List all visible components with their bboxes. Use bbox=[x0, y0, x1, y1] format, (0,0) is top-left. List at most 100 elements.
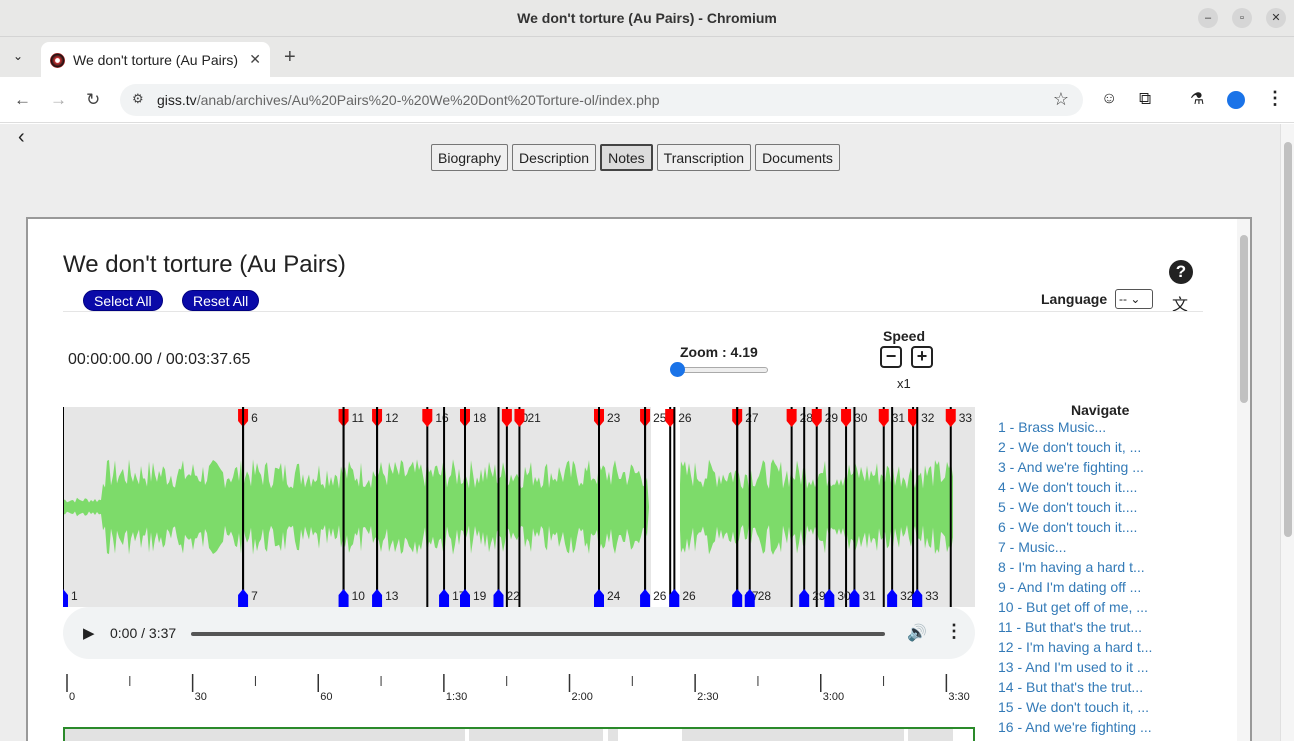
zoom-slider-handle[interactable] bbox=[670, 362, 685, 377]
page-title: We don't torture (Au Pairs) bbox=[63, 251, 346, 278]
translate-icon[interactable]: 文 bbox=[1172, 297, 1189, 314]
navigate-item[interactable]: 5 - We don't touch it.... bbox=[998, 499, 1138, 515]
marker-start-flag bbox=[811, 409, 822, 427]
marker-end-flag bbox=[912, 589, 923, 607]
navigate-item[interactable]: 16 - And we're fighting ... bbox=[998, 719, 1152, 735]
minimize-icon[interactable]: – bbox=[1198, 8, 1218, 28]
navigate-item[interactable]: 2 - We don't touch it, ... bbox=[998, 439, 1142, 455]
waveform-gap bbox=[651, 407, 680, 607]
reset-all-button[interactable]: Reset All bbox=[182, 290, 260, 311]
marker-label: 29 bbox=[812, 589, 826, 603]
marker-start-flag bbox=[501, 409, 512, 427]
tab-documents[interactable]: Documents bbox=[755, 144, 840, 171]
timeline-label: 2:30 bbox=[697, 691, 718, 703]
marker-label: 31 bbox=[862, 589, 876, 603]
language-label: Language bbox=[1041, 291, 1108, 307]
navigate-item[interactable]: 8 - I'm having a hard t... bbox=[998, 559, 1145, 575]
extension-avatar-icon[interactable]: ☺ bbox=[1101, 90, 1118, 107]
volume-icon[interactable]: 🔊 bbox=[907, 625, 927, 642]
marker-label: 16 bbox=[435, 411, 449, 425]
waveform-canvas[interactable]: 6111216182021232526272829303132331710131… bbox=[63, 407, 975, 607]
marker-label: 30 bbox=[837, 589, 851, 603]
reload-icon[interactable]: ↻ bbox=[86, 90, 101, 109]
marker-end-flag bbox=[640, 589, 651, 607]
forward-icon[interactable]: → bbox=[50, 90, 67, 109]
select-all-button[interactable]: Select All bbox=[83, 290, 163, 311]
back-arrow-icon[interactable]: ‹ bbox=[18, 126, 25, 148]
timeline-label: 60 bbox=[320, 691, 332, 703]
marker-start-flag bbox=[945, 409, 956, 427]
navigate-item[interactable]: 15 - We don't touch it, ... bbox=[998, 699, 1150, 715]
navigate-item[interactable]: 4 - We don't touch it.... bbox=[998, 479, 1138, 495]
marker-end-flag bbox=[824, 589, 835, 607]
tab-description[interactable]: Description bbox=[512, 144, 597, 171]
navigate-item[interactable]: 10 - But get off of me, ... bbox=[998, 599, 1148, 615]
clips-track[interactable] bbox=[63, 727, 975, 741]
player-seekbar[interactable] bbox=[191, 632, 885, 636]
player-time: 0:00 / 3:37 bbox=[110, 625, 177, 641]
back-icon[interactable]: ← bbox=[14, 90, 31, 109]
marker-end-flag bbox=[799, 589, 810, 607]
marker-label: 33 bbox=[925, 589, 939, 603]
marker-start-flag bbox=[841, 409, 852, 427]
marker-end-flag bbox=[439, 589, 450, 607]
navigate-item[interactable]: 6 - We don't touch it.... bbox=[998, 519, 1138, 535]
tab-bar: ⌄ We don't torture (Au Pairs) ✕ + bbox=[0, 37, 1294, 77]
marker-end-flag bbox=[238, 589, 249, 607]
tab-search-icon[interactable]: ⌄ bbox=[13, 49, 24, 63]
navigate-item[interactable]: 11 - But that's the trut... bbox=[998, 619, 1143, 635]
close-window-icon[interactable]: ✕ bbox=[1266, 8, 1286, 28]
play-icon[interactable]: ▶ bbox=[83, 625, 95, 642]
help-icon[interactable]: ? bbox=[1169, 260, 1193, 284]
waveform[interactable]: 6111216182021232526272829303132331710131… bbox=[63, 407, 975, 607]
marker-label: 19 bbox=[473, 589, 487, 603]
language-select[interactable]: -- ⌄ bbox=[1115, 289, 1153, 309]
navigate-item[interactable]: 7 - Music... bbox=[998, 539, 1067, 555]
marker-start-flag bbox=[878, 409, 889, 427]
speed-plus-button[interactable]: + bbox=[911, 346, 933, 368]
navigate-item[interactable]: 14 - But that's the trut... bbox=[998, 679, 1144, 695]
menu-icon[interactable]: ⋮ bbox=[1266, 88, 1284, 108]
audio-player: ▶ 0:00 / 3:37 🔊 ⋮ bbox=[63, 607, 975, 659]
timeline-ruler[interactable]: 0 30 60 1:30 2:00 2:30 3:00 3:30 bbox=[63, 674, 975, 704]
profile-icon[interactable] bbox=[1227, 91, 1245, 109]
browser-tab[interactable]: We don't torture (Au Pairs) ✕ bbox=[41, 42, 270, 77]
timeline-label: 3:00 bbox=[823, 691, 844, 703]
marker-label: 32 bbox=[921, 411, 935, 425]
tab-transcription[interactable]: Transcription bbox=[656, 144, 752, 171]
marker-end-flag bbox=[887, 589, 898, 607]
navigate-list: 1 - Brass Music... 2 - We don't touch it… bbox=[998, 417, 1198, 737]
page-scrollbar[interactable] bbox=[1280, 124, 1294, 741]
speed-minus-button[interactable]: − bbox=[880, 346, 902, 368]
labs-icon[interactable]: ⚗ bbox=[1190, 91, 1205, 108]
panel-scrollbar[interactable] bbox=[1237, 219, 1250, 741]
page-content: ‹ Biography Description Notes Transcript… bbox=[0, 124, 1280, 741]
address-bar[interactable]: ⚙ giss.tv/anab/archives/Au%20Pairs%20-%2… bbox=[120, 84, 1083, 116]
bookmark-star-icon[interactable]: ☆ bbox=[1052, 89, 1069, 109]
marker-start-flag bbox=[786, 409, 797, 427]
marker-label: 29 bbox=[825, 411, 839, 425]
window-titlebar: We don't torture (Au Pairs) - Chromium –… bbox=[0, 0, 1294, 37]
marker-start-flag bbox=[422, 409, 433, 427]
more-options-icon[interactable]: ⋮ bbox=[945, 621, 963, 641]
navigate-item[interactable]: 13 - And I'm used to it ... bbox=[998, 659, 1149, 675]
marker-label: 32 bbox=[900, 589, 914, 603]
site-info-icon[interactable]: ⚙ bbox=[132, 91, 144, 106]
close-tab-icon[interactable]: ✕ bbox=[249, 51, 261, 67]
extensions-icon[interactable]: ⧉ bbox=[1139, 89, 1152, 108]
navigate-item[interactable]: 12 - I'm having a hard t... bbox=[998, 639, 1153, 655]
marker-end-flag bbox=[493, 589, 504, 607]
tab-biography[interactable]: Biography bbox=[431, 144, 509, 171]
zoom-slider[interactable] bbox=[673, 367, 768, 373]
marker-end-flag bbox=[338, 589, 349, 607]
navigate-item[interactable]: 9 - And I'm dating off ... bbox=[998, 579, 1142, 595]
marker-end-flag bbox=[732, 589, 743, 607]
maximize-icon[interactable]: ▫ bbox=[1232, 8, 1252, 28]
marker-label: 33 bbox=[959, 411, 973, 425]
new-tab-icon[interactable]: + bbox=[284, 46, 296, 68]
navigate-item[interactable]: 3 - And we're fighting ... bbox=[998, 459, 1144, 475]
marker-label: 10 bbox=[352, 589, 366, 603]
navigate-item[interactable]: 1 - Brass Music... bbox=[998, 419, 1107, 435]
tab-notes[interactable]: Notes bbox=[600, 144, 653, 171]
section-nav: Biography Description Notes Transcriptio… bbox=[431, 144, 840, 171]
